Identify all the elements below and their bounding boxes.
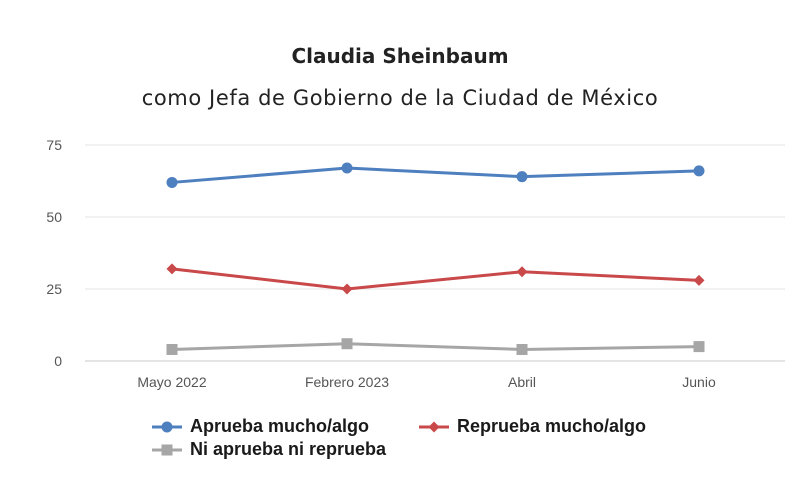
x-tick-label: Febrero 2023 — [305, 374, 389, 390]
legend-symbol — [161, 421, 173, 432]
data-point-circle — [341, 162, 353, 174]
y-tick-label: 75 — [46, 137, 62, 153]
legend-symbol — [428, 421, 440, 432]
data-point-square — [166, 343, 178, 355]
line-chart: 0 25 50 75 Mayo 2022 Febrero 2023 Abril Junio — [46, 137, 785, 390]
legend-item-reprueba: Reprueba mucho/algo — [417, 416, 646, 437]
y-tick-label: 25 — [46, 281, 62, 297]
x-tick-label: Mayo 2022 — [137, 374, 206, 390]
data-point-square — [693, 341, 705, 353]
legend-label-aprueba: Aprueba mucho/algo — [190, 416, 370, 436]
legend-marker-circle — [152, 421, 182, 432]
chart-legend: Aprueba mucho/algo Reprueba mucho/algo N… — [150, 415, 770, 461]
legend-item-ni: Ni aprueba ni reprueba — [150, 439, 386, 460]
chart-title: Claudia Sheinbaum — [291, 44, 509, 68]
x-tick-label: Abril — [508, 374, 536, 390]
x-tick-label: Junio — [682, 374, 716, 390]
legend-row-1: Aprueba mucho/algo Reprueba mucho/algo — [150, 415, 770, 438]
data-point-diamond — [341, 283, 353, 295]
series-line-0 — [171, 166, 700, 184]
series-line-1 — [171, 267, 700, 291]
legend-label-reprueba: Reprueba mucho/algo — [457, 416, 647, 436]
data-point-circle — [166, 176, 178, 188]
legend-marker-square — [152, 444, 182, 455]
y-tick-label: 50 — [46, 209, 62, 225]
data-point-square — [516, 343, 528, 355]
data-point-circle — [516, 171, 528, 183]
legend-row-2: Ni aprueba ni reprueba — [150, 438, 770, 461]
legend-symbol — [161, 444, 173, 455]
data-point-square — [341, 338, 353, 350]
data-point-diamond — [516, 266, 528, 278]
legend-item-aprueba: Aprueba mucho/algo — [150, 416, 369, 437]
legend-marker-diamond — [419, 421, 450, 432]
legend-label-ni: Ni aprueba ni reprueba — [190, 439, 387, 459]
data-point-circle — [693, 165, 705, 177]
chart-subtitle: como Jefa de Gobierno de la Ciudad de Mé… — [141, 86, 659, 110]
data-point-diamond — [166, 263, 178, 275]
y-tick-label: 0 — [54, 353, 62, 369]
series-line-2 — [171, 342, 700, 351]
data-point-diamond — [693, 274, 705, 286]
